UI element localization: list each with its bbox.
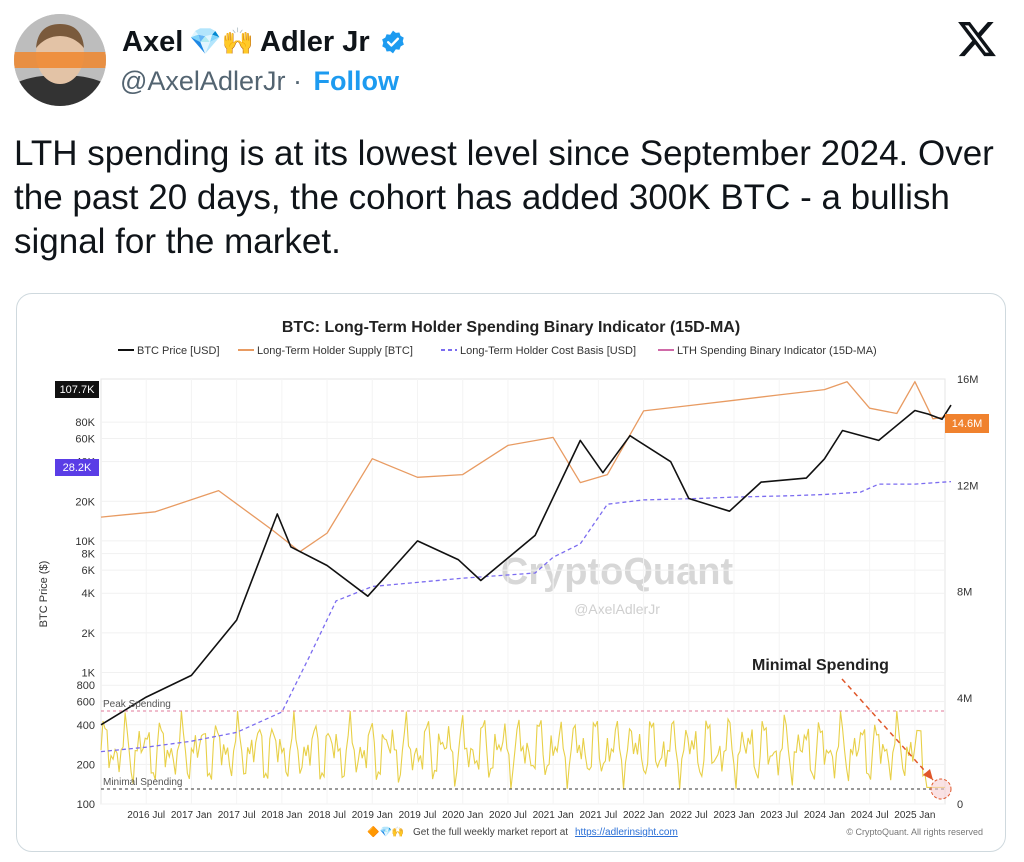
y-tick-label: 200 [77,759,95,771]
x-tick-label: 2017 Jan [171,810,212,821]
x-tick-label: 2023 Jul [760,810,798,821]
peak-spending-label: Peak Spending [103,699,171,710]
footer-link[interactable]: https://adlerinsight.com [575,827,678,838]
avatar-photo [14,14,106,106]
y-tick-label: 1K [82,667,96,679]
y-tick-label: 80K [75,417,95,429]
x-tick-label: 2018 Jul [308,810,346,821]
x-tick-label: 2019 Jul [399,810,437,821]
y2-axis-ticks: 0 4M 8M 12M 16M [957,374,978,811]
price-badge-label: 107.7K [60,384,96,396]
x-tick-label: 2023 Jan [713,810,754,821]
annotation-arrow [841,678,934,781]
price-badge [55,381,99,398]
annotation-highlight-circle [930,778,952,800]
author-first-name: Axel [122,25,184,58]
series-spending-indicator [100,710,945,790]
follow-button[interactable]: Follow [313,66,399,96]
verified-badge-icon [381,30,404,54]
minimal-spending-label: Minimal Spending [103,777,183,788]
y-axis-ticks: 1002004006008001K2K4K6K8K10K20K40K60K80K [75,417,945,811]
tweet-text: LTH spending is at its lowest level sinc… [14,134,994,261]
x-tick-label: 2020 Jul [489,810,527,821]
x-tick-label: 2017 Jul [218,810,256,821]
x-tick-label: 2019 Jan [352,810,393,821]
y2-tick-label: 8M [957,587,972,599]
series-cost-basis [100,480,952,753]
author-name[interactable]: Axel 💎🙌 Adler Jr [122,20,406,64]
legend-cost-basis: Long-Term Holder Cost Basis [USD] [460,345,636,357]
supply-badge [945,414,989,433]
chart-legend: BTC Price [USD] Long-Term Holder Supply … [118,345,877,357]
legend-btc-price: BTC Price [USD] [137,345,220,357]
x-axis-ticks: 2016 Jul 2017 Jan 2017 Jul 2018 Jan 2018 Jul… [127,379,935,821]
y2-tick-label: 4M [957,693,972,705]
y-tick-label: 8K [82,549,96,561]
chart-title: BTC: Long-Term Holder Spending Binary In… [282,319,740,336]
x-tick-label: 2021 Jul [579,810,617,821]
y-tick-label: 6K [82,565,96,577]
author-handle[interactable]: @AxelAdlerJr [120,66,286,96]
handle-row: @AxelAdlerJr · Follow [120,66,399,97]
y2-tick-label: 16M [957,374,978,386]
y2-tick-label: 0 [957,799,963,811]
author-last-name: Adler Jr [260,25,370,58]
copyright: © CryptoQuant. All rights reserved [846,827,983,837]
avatar[interactable] [14,14,106,106]
y-tick-label: 400 [77,720,95,732]
chart-svg: BTC: Long-Term Holder Spending Binary In… [38,319,989,838]
y2-tick-label: 12M [957,480,978,492]
x-tick-label: 2024 Jan [804,810,845,821]
x-tick-label: 2024 Jul [851,810,889,821]
x-logo-icon[interactable] [956,18,998,60]
x-tick-label: 2021 Jan [533,810,574,821]
cost-basis-badge [55,459,99,476]
series-btc-price [100,404,952,726]
y-tick-label: 2K [82,628,96,640]
y-tick-label: 10K [75,536,95,548]
x-tick-label: 2018 Jan [261,810,302,821]
footer-text: Get the full weekly market report at [413,827,568,838]
annotation-minimal-spending: Minimal Spending [752,657,889,674]
legend-lth-supply: Long-Term Holder Supply [BTC] [257,345,413,357]
x-tick-label: 2022 Jan [623,810,664,821]
x-tick-label: 2025 Jan [894,810,935,821]
x-tick-label: 2016 Jul [127,810,165,821]
author-name-emojis: 💎🙌 [189,27,255,57]
series-layer [100,381,952,790]
y-tick-label: 20K [75,496,95,508]
supply-badge-label: 14.6M [952,418,983,430]
y-tick-label: 600 [77,697,95,709]
series-lth-supply [100,381,952,553]
chart-card[interactable]: BTC: Long-Term Holder Spending Binary In… [16,293,1006,852]
footer-emojis: 🔶💎🙌 [367,825,404,838]
y-tick-label: 60K [75,434,95,446]
x-tick-label: 2022 Jul [670,810,708,821]
cost-basis-badge-label: 28.2K [63,462,92,474]
watermark-handle: @AxelAdlerJr [574,601,660,617]
watermark: CryptoQuant [501,551,734,593]
separator-dot: · [292,66,302,96]
y-tick-label: 100 [77,799,95,811]
y-tick-label: 800 [77,680,95,692]
annotation-arrow-head [923,769,933,780]
y-tick-label: 4K [82,588,96,600]
y-axis-label: BTC Price ($) [38,561,50,628]
legend-spending: LTH Spending Binary Indicator (15D-MA) [677,345,877,357]
x-tick-label: 2020 Jan [442,810,483,821]
